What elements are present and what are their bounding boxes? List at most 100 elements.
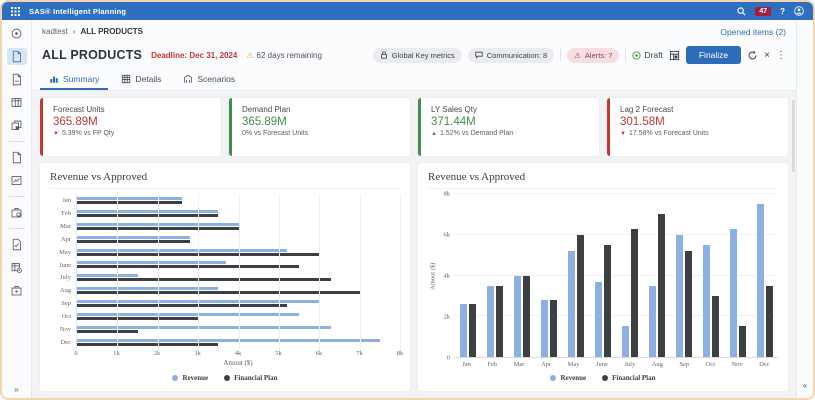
bar-revenue-june[interactable] xyxy=(594,281,602,357)
bar-financial-plan-mar[interactable] xyxy=(522,275,530,357)
bar-revenue-aug[interactable] xyxy=(77,287,219,291)
bar-revenue-aug[interactable] xyxy=(648,285,656,357)
bar-revenue-june[interactable] xyxy=(77,261,227,265)
sidebar-item-secure-case[interactable] xyxy=(7,282,27,299)
bar-financial-plan-apr[interactable] xyxy=(549,299,557,357)
expand-right-panel-button[interactable]: « xyxy=(802,381,808,390)
sidebar-item-search-case[interactable] xyxy=(7,204,27,221)
tab-details-label: Details xyxy=(135,73,162,84)
bar-financial-plan-sep[interactable] xyxy=(684,251,692,357)
divider xyxy=(560,48,562,62)
chart-title: Revenue vs Approved xyxy=(50,171,400,189)
sidebar-item-plans[interactable] xyxy=(6,48,27,65)
bar-revenue-may[interactable] xyxy=(567,251,575,357)
bar-revenue-july[interactable] xyxy=(621,326,629,357)
global-key-metrics-button[interactable]: Global Key metrics xyxy=(372,47,462,63)
legend-item-revenue[interactable]: Revenue xyxy=(172,374,208,382)
notification-badge[interactable]: 47 xyxy=(755,6,772,16)
sidebar-item-copies[interactable] xyxy=(7,117,27,134)
finalize-button[interactable]: Finalize xyxy=(685,46,742,64)
breadcrumb-parent[interactable]: kadtest xyxy=(42,27,68,36)
legend-item-revenue[interactable]: Revenue xyxy=(550,374,586,382)
expand-sidebar-button[interactable]: » xyxy=(14,385,19,394)
communication-button[interactable]: Communication: 8 xyxy=(467,47,555,63)
bar-financial-plan-july[interactable] xyxy=(630,228,638,357)
kpi-card-ly-sales-qty[interactable]: LY Sales Qty 371.44M ▲ 1.52% vs Demand Pl… xyxy=(418,98,599,156)
sidebar-item-documents[interactable] xyxy=(7,71,27,88)
sidebar-item-overview[interactable] xyxy=(7,25,27,42)
vertical-scrollbar[interactable] xyxy=(792,100,795,172)
bar-financial-plan-nov[interactable] xyxy=(738,326,746,357)
bar-financial-plan-feb[interactable] xyxy=(495,285,503,357)
alerts-button[interactable]: ⚠ Alerts: 7 xyxy=(567,47,620,63)
bar-financial-plan-feb[interactable] xyxy=(77,213,219,217)
sidebar-divider xyxy=(8,196,25,197)
bar-revenue-mar[interactable] xyxy=(513,275,521,357)
bar-revenue-feb[interactable] xyxy=(77,209,219,213)
kpi-card-lag2-forecast[interactable]: Lag 2 Forecast 301.58M ▼ 17.58% vs Foreca… xyxy=(607,98,788,156)
bar-financial-plan-aug[interactable] xyxy=(77,291,360,295)
bar-revenue-dec[interactable] xyxy=(77,338,380,342)
bar-financial-plan-may[interactable] xyxy=(576,234,584,357)
user-avatar-icon[interactable] xyxy=(794,6,804,16)
tab-summary[interactable]: Summary xyxy=(40,69,109,90)
category-label: Dec xyxy=(60,339,71,347)
kpi-label: LY Sales Qty xyxy=(431,105,477,114)
bar-financial-plan-aug[interactable] xyxy=(657,214,665,357)
sidebar-item-files[interactable] xyxy=(7,149,27,166)
kpi-card-demand-plan[interactable]: Demand Plan 365.89M 0% vs Forecast Units xyxy=(229,98,410,156)
bar-financial-plan-jan[interactable] xyxy=(468,304,476,357)
kpi-card-forecast-units[interactable]: Forecast Units 365.89M ▼ 5.39% vs FP Qty xyxy=(40,98,221,156)
tab-details[interactable]: Details xyxy=(112,69,170,90)
opened-items-link[interactable]: Opened items (2) xyxy=(720,26,786,37)
legend-item-financial-plan[interactable]: Financial Plan xyxy=(224,374,278,382)
bar-revenue-july[interactable] xyxy=(77,274,138,278)
deadline-text: Deadline: Dec 31, 2024 xyxy=(151,50,238,60)
bar-revenue-apr[interactable] xyxy=(540,299,548,357)
bar-financial-plan-sep[interactable] xyxy=(77,304,287,308)
kpi-label: Forecast Units xyxy=(53,105,105,114)
bar-revenue-oct[interactable] xyxy=(702,244,710,357)
bar-revenue-oct[interactable] xyxy=(77,313,300,317)
app-launcher-icon[interactable] xyxy=(11,6,20,16)
bar-financial-plan-june[interactable] xyxy=(603,244,611,357)
legend-item-financial-plan[interactable]: Financial Plan xyxy=(602,374,656,382)
bar-revenue-nov[interactable] xyxy=(729,228,737,357)
bar-financial-plan-dec[interactable] xyxy=(765,285,773,357)
document-icon xyxy=(10,50,23,63)
gridline xyxy=(400,194,401,349)
content-area: Forecast Units 365.89M ▼ 5.39% vs FP Qty … xyxy=(32,91,796,398)
trend-arrow-icon: ▼ xyxy=(53,130,59,137)
bar-revenue-may[interactable] xyxy=(77,248,287,252)
sidebar-item-worksheets[interactable] xyxy=(7,94,27,111)
bar-financial-plan-oct[interactable] xyxy=(711,295,719,357)
tab-scenarios[interactable]: Scenarios xyxy=(174,69,244,90)
y-axis-ticks: 0 2k 4k 6k 8k xyxy=(438,191,454,362)
kpi-value: 301.58M xyxy=(620,116,665,128)
bar-revenue-dec[interactable] xyxy=(756,204,764,357)
bar-revenue-nov[interactable] xyxy=(77,326,332,330)
refresh-button[interactable] xyxy=(747,50,758,61)
kebab-menu-button[interactable]: ⋮ xyxy=(776,49,786,61)
bar-revenue-sep[interactable] xyxy=(675,234,683,357)
bar-financial-plan-june[interactable] xyxy=(77,265,300,269)
help-icon[interactable]: ? xyxy=(780,6,785,16)
search-icon[interactable] xyxy=(737,6,746,16)
bar-group-mar xyxy=(513,194,530,357)
bar-revenue-feb[interactable] xyxy=(486,285,494,357)
bar-financial-plan-nov[interactable] xyxy=(77,330,138,334)
worksheet-view-button[interactable] xyxy=(669,50,680,61)
bar-group-june xyxy=(77,259,400,272)
bar-financial-plan-oct[interactable] xyxy=(77,317,199,321)
sidebar-item-reports[interactable] xyxy=(7,172,27,189)
close-button[interactable]: × xyxy=(764,49,770,61)
bar-revenue-jan[interactable] xyxy=(77,196,182,200)
bar-financial-plan-july[interactable] xyxy=(77,278,332,282)
bar-revenue-jan[interactable] xyxy=(459,304,467,357)
bar-financial-plan-jan[interactable] xyxy=(77,200,182,204)
bar-revenue-apr[interactable] xyxy=(77,235,191,239)
sidebar-item-approvals[interactable] xyxy=(7,236,27,253)
bar-financial-plan-apr[interactable] xyxy=(77,239,191,243)
bar-financial-plan-dec[interactable] xyxy=(77,342,219,346)
sidebar-item-data-settings[interactable] xyxy=(7,259,27,276)
